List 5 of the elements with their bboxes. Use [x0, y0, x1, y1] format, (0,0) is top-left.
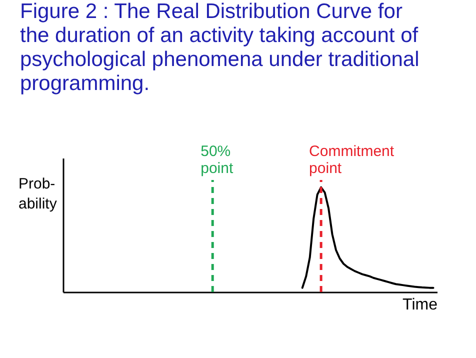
text: 50% point: [200, 143, 234, 177]
x-axis-title: Time: [402, 296, 438, 314]
y-axis-title: Prob-ability: [18, 176, 58, 212]
text: Commitment point: [309, 143, 395, 177]
chart-title: Figure 2 : The Real Distribution Curve for the duration of an activity taking account of psychological phenomena under traditional programming.: [20, 0, 420, 95]
